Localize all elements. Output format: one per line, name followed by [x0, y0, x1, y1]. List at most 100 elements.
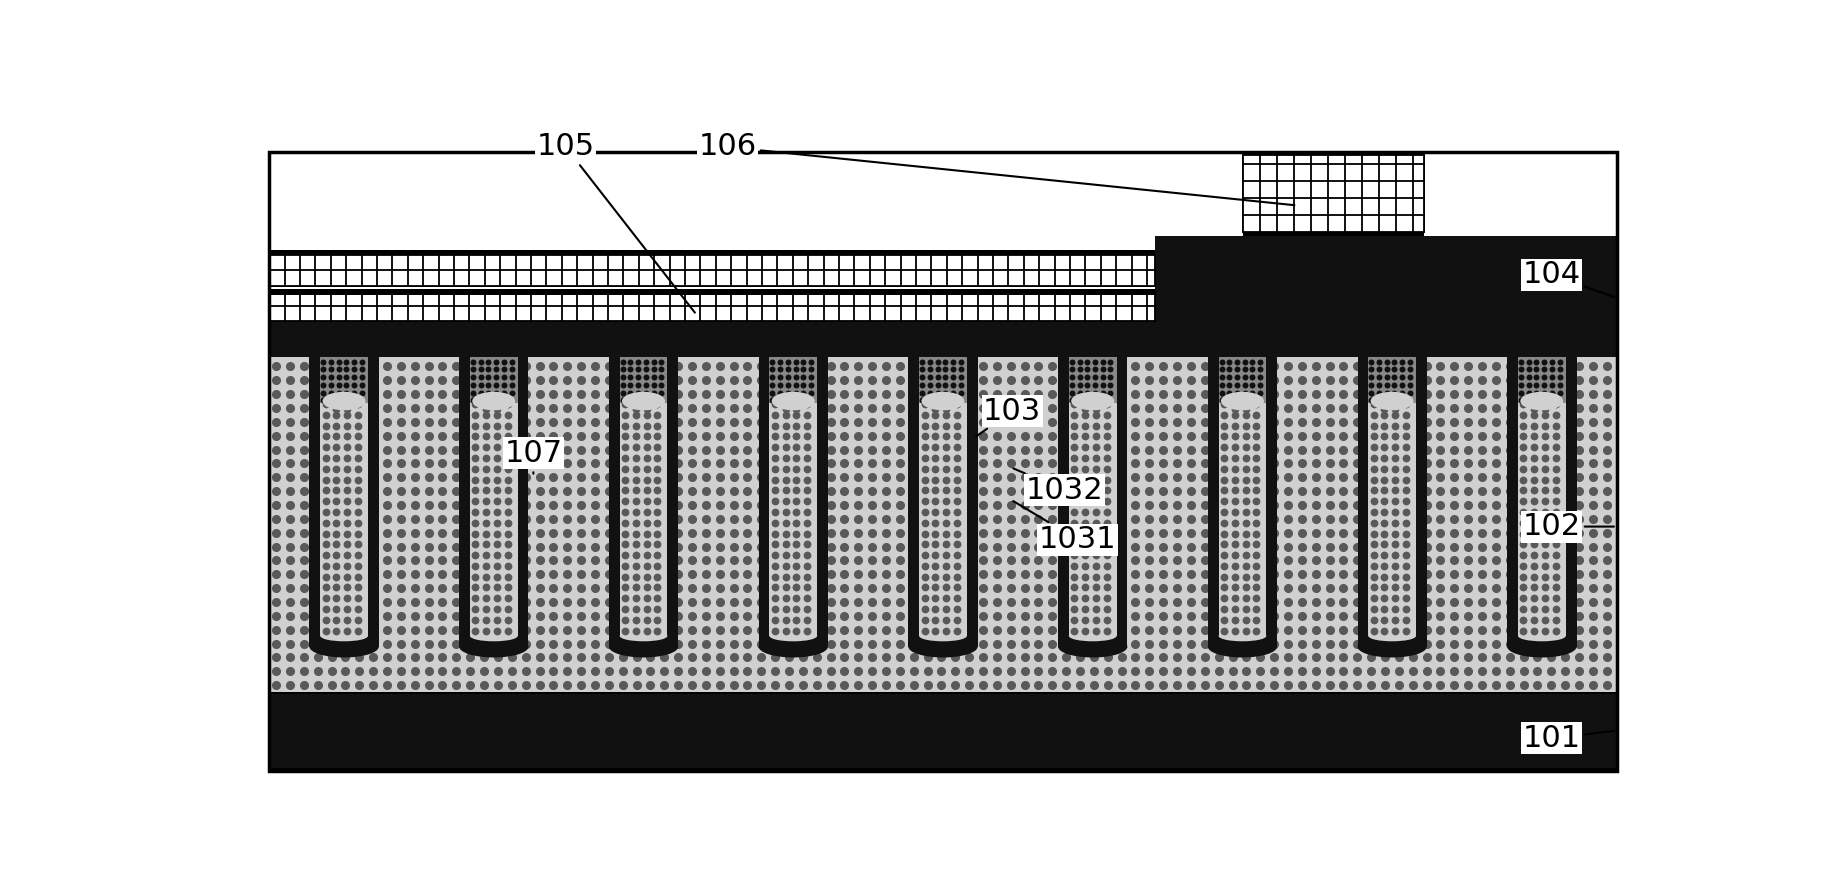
- Point: [920, 402, 949, 416]
- Point: [982, 498, 1011, 512]
- Point: [1411, 526, 1440, 540]
- Point: [473, 378, 502, 392]
- Point: [1541, 408, 1571, 422]
- Point: [995, 664, 1024, 678]
- Point: [1065, 386, 1094, 400]
- Point: [1230, 483, 1260, 497]
- Point: [829, 678, 859, 692]
- Point: [1120, 470, 1149, 485]
- Point: [311, 591, 340, 605]
- Point: [1398, 678, 1427, 692]
- Bar: [268, 255, 1155, 285]
- Point: [908, 624, 938, 638]
- Point: [539, 359, 568, 373]
- Point: [1368, 613, 1398, 627]
- Point: [815, 373, 844, 388]
- Point: [611, 516, 640, 530]
- Point: [1480, 595, 1510, 609]
- Point: [796, 355, 826, 369]
- Point: [1230, 601, 1260, 616]
- Point: [1091, 527, 1120, 541]
- Point: [1057, 386, 1087, 400]
- Point: [399, 373, 428, 388]
- Point: [1208, 527, 1238, 541]
- Point: [664, 539, 693, 553]
- Point: [1300, 581, 1330, 595]
- Point: [719, 470, 748, 485]
- Point: [885, 623, 914, 637]
- Point: [1065, 378, 1094, 392]
- Point: [954, 484, 984, 498]
- Point: [344, 516, 373, 530]
- Point: [664, 568, 693, 582]
- Point: [611, 624, 640, 638]
- Point: [469, 470, 498, 485]
- Point: [322, 419, 351, 433]
- Point: [1175, 664, 1205, 678]
- Point: [942, 601, 971, 616]
- Point: [945, 363, 975, 377]
- Point: [829, 401, 859, 415]
- Point: [995, 553, 1024, 568]
- Point: [607, 387, 636, 401]
- Point: [1120, 568, 1149, 582]
- Point: [322, 624, 351, 638]
- Point: [1383, 623, 1412, 637]
- Point: [760, 401, 789, 415]
- Point: [1206, 363, 1236, 377]
- Point: [995, 414, 1024, 429]
- Point: [1208, 537, 1238, 552]
- Point: [344, 470, 373, 485]
- Point: [371, 387, 401, 401]
- Point: [1287, 414, 1317, 429]
- Point: [331, 498, 360, 512]
- Point: [774, 595, 804, 609]
- Point: [539, 595, 568, 609]
- Point: [649, 387, 679, 401]
- Point: [758, 355, 787, 369]
- Point: [371, 401, 401, 415]
- Point: [1241, 429, 1271, 444]
- Point: [616, 378, 645, 392]
- Point: [829, 387, 859, 401]
- Point: [566, 414, 596, 429]
- Point: [1315, 443, 1344, 457]
- Point: [322, 591, 351, 605]
- Point: [460, 559, 489, 573]
- Point: [359, 553, 388, 568]
- Point: [1578, 636, 1607, 650]
- Point: [289, 568, 318, 582]
- Point: [359, 484, 388, 498]
- Point: [815, 678, 844, 692]
- Point: [1079, 470, 1109, 485]
- Point: [1148, 636, 1177, 650]
- Point: [399, 526, 428, 540]
- Point: [787, 539, 817, 553]
- Point: [1425, 526, 1455, 540]
- Point: [1081, 505, 1111, 519]
- Point: [1390, 569, 1420, 584]
- Point: [793, 559, 822, 573]
- Point: [1079, 363, 1109, 377]
- Point: [1092, 359, 1122, 373]
- Point: [1022, 401, 1052, 415]
- Point: [1092, 568, 1122, 582]
- Point: [649, 456, 679, 470]
- Point: [497, 526, 526, 540]
- Point: [1550, 359, 1580, 373]
- Point: [1578, 429, 1607, 443]
- Point: [276, 429, 305, 443]
- Point: [331, 539, 360, 553]
- Point: [1245, 401, 1274, 415]
- Point: [276, 470, 305, 485]
- Point: [441, 595, 471, 609]
- Point: [908, 516, 938, 530]
- Point: [765, 355, 794, 369]
- Point: [1135, 539, 1164, 553]
- Point: [524, 595, 554, 609]
- Point: [1059, 613, 1089, 627]
- Point: [566, 359, 596, 373]
- Point: [631, 397, 660, 412]
- Point: [399, 623, 428, 637]
- Point: [386, 539, 416, 553]
